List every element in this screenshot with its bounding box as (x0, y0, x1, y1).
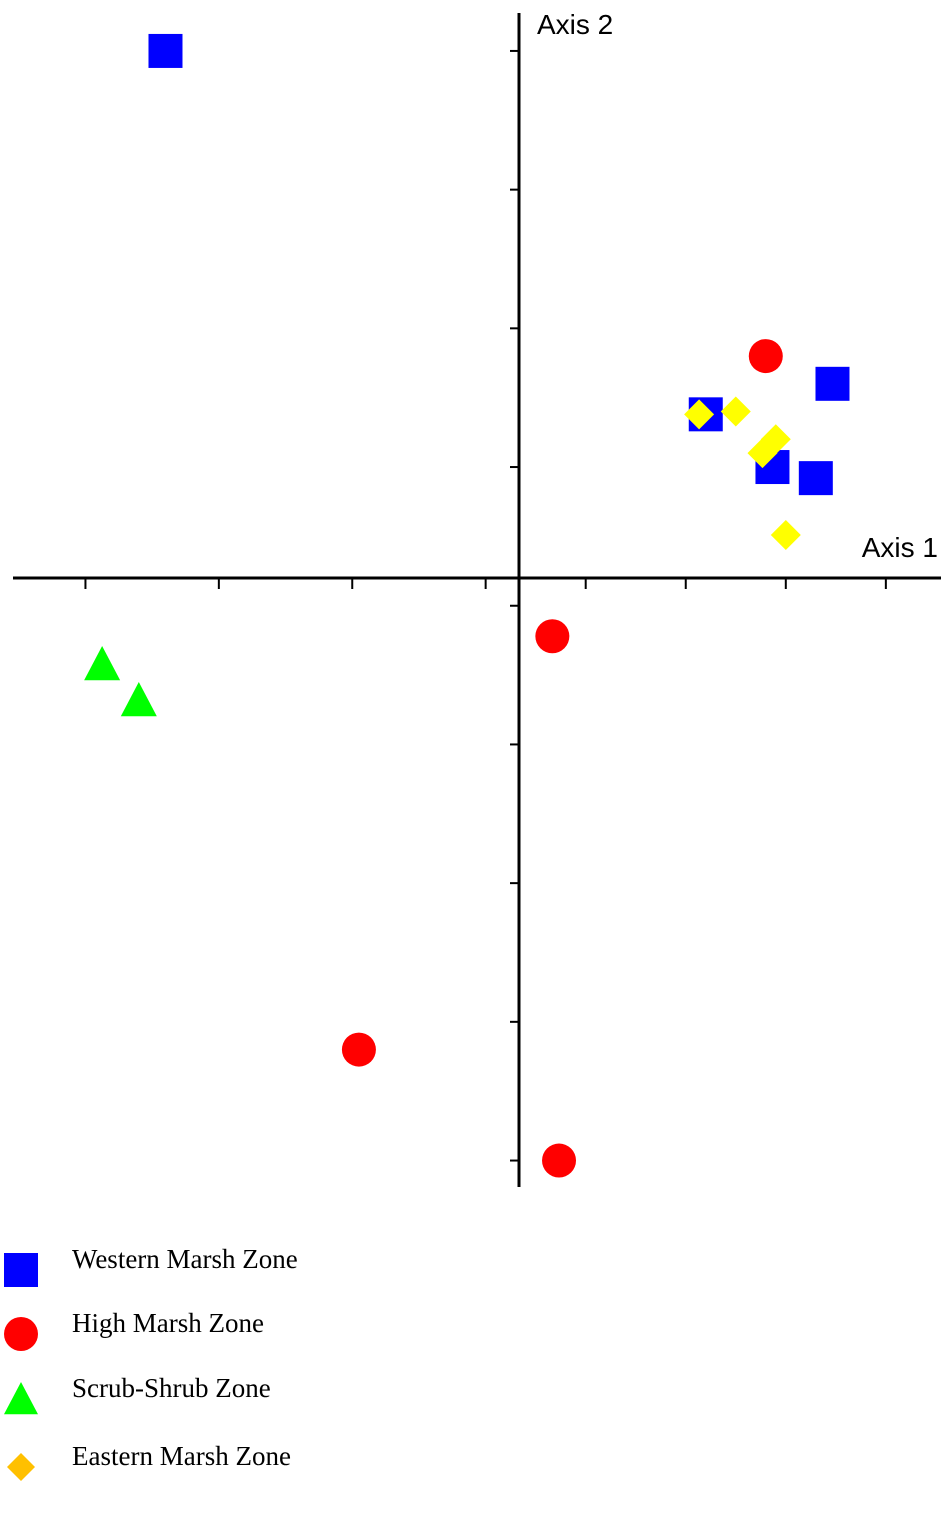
point-square-0 (148, 33, 183, 68)
legend-label-western-marsh: Western Marsh Zone (72, 1244, 298, 1274)
point-square-4 (798, 461, 833, 496)
legend-label-high-marsh: High Marsh Zone (72, 1308, 264, 1338)
legend-marker-diamond (7, 1453, 35, 1481)
point-circle-1 (535, 619, 570, 654)
x-axis-ticks (84, 578, 887, 589)
legend-label-eastern-marsh: Eastern Marsh Zone (72, 1441, 291, 1471)
y-axis-title: Axis 2 (537, 9, 613, 40)
legend: Western Marsh Zone High Marsh Zone Scrub… (4, 1244, 298, 1481)
point-circle-4 (542, 1143, 577, 1178)
data-points (84, 33, 850, 1178)
legend-label-scrub-shrub: Scrub-Shrub Zone (72, 1373, 271, 1403)
point-circle-0 (748, 339, 783, 374)
point-triangle-3 (120, 682, 157, 717)
legend-square-marker-icon (4, 1253, 38, 1287)
legend-marker-triangle (4, 1382, 38, 1415)
point-diamond-1 (720, 396, 751, 427)
legend-entry-western-marsh: Western Marsh Zone (4, 1244, 298, 1287)
point-circle-3 (341, 1032, 376, 1067)
legend-diamond-marker-icon (7, 1453, 35, 1481)
y-axis-ticks (510, 49, 519, 1162)
legend-circle-marker-icon (4, 1317, 38, 1351)
point-diamond-0 (684, 399, 715, 430)
point-square-2 (815, 366, 850, 401)
point-triangle-0 (84, 645, 121, 681)
point-diamond-3 (747, 438, 778, 469)
legend-entry-high-marsh: High Marsh Zone (4, 1308, 264, 1351)
axes: Axis 2 Axis 1 (13, 9, 941, 1187)
point-diamond-4 (770, 520, 801, 551)
legend-marker-circle (4, 1317, 38, 1351)
legend-marker-square (4, 1253, 38, 1287)
x-axis-title: Axis 1 (862, 532, 938, 563)
legend-triangle-marker-icon (4, 1382, 38, 1415)
legend-entry-scrub-shrub: Scrub-Shrub Zone (4, 1373, 271, 1415)
legend-entry-eastern-marsh: Eastern Marsh Zone (7, 1441, 291, 1481)
